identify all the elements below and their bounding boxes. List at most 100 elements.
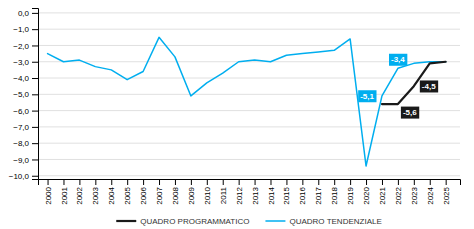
y-axis-line	[32, 9, 39, 180]
x-tick-label: 2007	[155, 186, 164, 204]
x-tick-mark	[255, 179, 256, 185]
legend-label: QUADRO TENDENZIALE	[289, 217, 381, 226]
x-tick: 2019	[346, 179, 355, 205]
y-tick-mark	[32, 176, 38, 177]
x-tick: 2016	[298, 179, 307, 205]
x-tick-label: 2006	[139, 186, 148, 204]
y-tick-mark	[32, 127, 38, 128]
x-tick: 2004	[107, 179, 116, 205]
x-tick-label: 2018	[330, 186, 339, 204]
y-tick-mark	[32, 62, 38, 63]
annotation-text: -3,4	[391, 55, 405, 64]
y-tick-label: −3,0	[13, 58, 29, 67]
x-tick-mark	[239, 179, 240, 185]
y-tick-mark	[32, 13, 38, 14]
y-tick-mark	[32, 29, 38, 30]
x-tick: 2003	[91, 179, 100, 205]
legend-swatch	[265, 220, 285, 222]
legend-item: QUADRO PROGRAMMATICO	[116, 217, 249, 226]
chart: 2000200120022003200420052006200720082009…	[0, 0, 474, 229]
x-tick-label: 2017	[314, 186, 323, 204]
y-tick-label: −2,0	[13, 42, 29, 51]
x-tick-mark	[366, 179, 367, 185]
grid-line	[38, 126, 460, 127]
x-tick-mark	[286, 179, 287, 185]
x-tick-mark	[79, 179, 80, 185]
x-tick-mark	[207, 179, 208, 185]
legend-swatch	[116, 220, 136, 222]
x-tick-label: 2021	[378, 186, 387, 204]
x-tick-label: 2002	[75, 186, 84, 204]
x-tick-label: 2025	[442, 186, 451, 204]
y-tick-label: −5,0	[13, 90, 29, 99]
y-tick: −3,0	[13, 58, 38, 67]
annotation: -4,5	[420, 80, 438, 92]
x-tick-label: 2003	[91, 186, 100, 204]
x-tick: 2014	[267, 179, 276, 205]
x-tick-label: 2008	[171, 186, 180, 204]
annotation-text: -5,1	[360, 92, 374, 101]
series-line	[48, 37, 446, 166]
y-tick: −2,0	[13, 42, 38, 51]
x-tick: 2012	[235, 179, 244, 205]
x-tick-mark	[398, 179, 399, 185]
x-tick-mark	[159, 179, 160, 185]
x-tick-label: 2001	[60, 186, 69, 204]
y-tick: 0,0	[18, 9, 38, 18]
x-tick-mark	[302, 179, 303, 185]
x-tick-mark	[175, 179, 176, 185]
y-tick-mark	[32, 111, 38, 112]
x-tick-mark	[446, 179, 447, 185]
x-tick-label: 2011	[219, 186, 228, 204]
y-tick-label: −8,0	[13, 139, 29, 148]
x-tick-mark	[143, 179, 144, 185]
x-tick: 2023	[410, 179, 419, 205]
x-tick-label: 2020	[362, 186, 371, 204]
y-tick-label: −1,0	[13, 25, 29, 34]
x-tick: 2001	[60, 179, 69, 205]
legend: QUADRO PROGRAMMATICO QUADRO TENDENZIALE	[116, 217, 382, 226]
x-tick-mark	[414, 179, 415, 185]
x-tick-mark	[270, 179, 271, 185]
y-tick: −1,0	[13, 25, 38, 34]
x-axis-line	[39, 180, 461, 186]
y-tick: −9,0	[13, 156, 38, 165]
y-tick-mark	[32, 143, 38, 144]
legend-item: QUADRO TENDENZIALE	[265, 217, 381, 226]
x-tick: 2021	[378, 179, 387, 205]
x-tick-mark	[223, 179, 224, 185]
y-tick-label: −4,0	[13, 74, 29, 83]
y-tick-label: −7,0	[13, 123, 29, 132]
x-tick-mark	[95, 179, 96, 185]
x-tick: 2005	[123, 179, 132, 205]
x-tick-mark	[430, 179, 431, 185]
y-tick: −6,0	[13, 107, 38, 116]
annotation-box	[389, 54, 407, 66]
grid-line	[38, 12, 460, 13]
x-tick-label: 2012	[235, 186, 244, 204]
y-tick-mark	[32, 94, 38, 95]
x-tick-label: 2009	[187, 186, 196, 204]
y-axis: 0,0−1,0−2,0−3,0−4,0−5,0−6,0−7,0−8,0−9,0−…	[9, 9, 39, 181]
x-tick-mark	[127, 179, 128, 185]
x-tick-label: 2010	[203, 186, 212, 204]
annotation-text: -4,5	[422, 82, 436, 91]
x-tick: 2024	[426, 179, 435, 205]
x-tick: 2008	[171, 179, 180, 205]
x-tick: 2011	[219, 179, 228, 204]
y-tick: −7,0	[13, 123, 38, 132]
y-tick-mark	[32, 78, 38, 79]
x-tick: 2018	[330, 179, 339, 205]
y-tick-mark	[32, 45, 38, 46]
x-tick-mark	[63, 179, 64, 185]
x-tick-label: 2022	[394, 186, 403, 204]
x-tick-label: 2014	[267, 186, 276, 204]
x-tick-mark	[48, 179, 49, 185]
x-tick-label: 2023	[410, 186, 419, 204]
grid-line	[38, 29, 460, 30]
legend-label: QUADRO PROGRAMMATICO	[140, 217, 249, 226]
series-line	[382, 62, 446, 104]
annotation: -5,1	[358, 90, 376, 102]
grid-line	[38, 159, 460, 160]
annotation-box	[420, 80, 438, 92]
